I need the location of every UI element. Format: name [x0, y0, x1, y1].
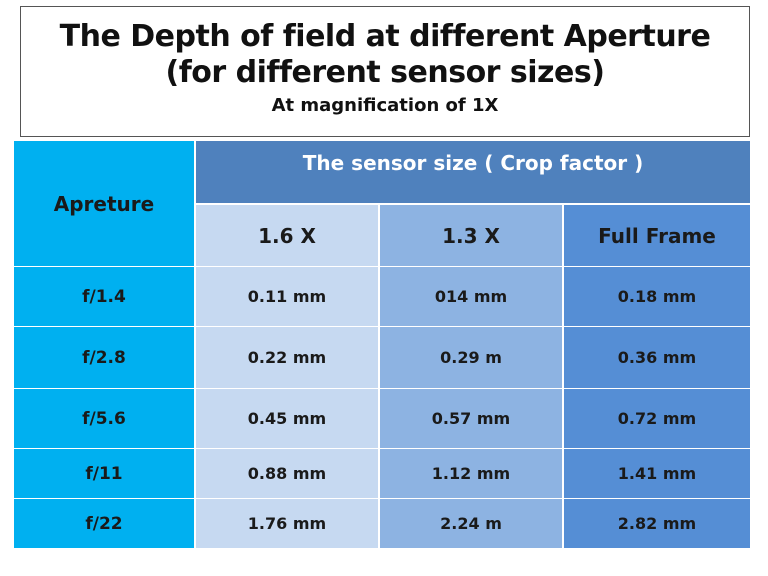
value-cell: 0.22 mm: [196, 326, 380, 388]
value-cell: 1.76 mm: [196, 498, 380, 548]
value-cell: 0.72 mm: [564, 388, 750, 448]
title-box: The Depth of field at different Aperture…: [20, 6, 750, 137]
value-cell: 0.29 m: [380, 326, 564, 388]
column-header-full-frame: Full Frame: [564, 205, 750, 266]
depth-of-field-table: Apreture The sensor size ( Crop factor )…: [14, 141, 750, 551]
value-cell: 0.88 mm: [196, 448, 380, 498]
value-cell: 1.41 mm: [564, 448, 750, 498]
aperture-cell: f/5.6: [14, 388, 196, 448]
aperture-column-header: Apreture: [14, 141, 196, 266]
value-cell: 014 mm: [380, 266, 564, 326]
value-cell: 0.57 mm: [380, 388, 564, 448]
value-cell: 2.82 mm: [564, 498, 750, 548]
aperture-cell: f/11: [14, 448, 196, 498]
value-cell: 2.24 m: [380, 498, 564, 548]
title-line-2: (for different sensor sizes): [165, 55, 605, 90]
column-header-1-6x: 1.6 X: [196, 205, 380, 266]
aperture-cell: f/2.8: [14, 326, 196, 388]
aperture-cell: f/22: [14, 498, 196, 548]
value-cell: 0.45 mm: [196, 388, 380, 448]
column-header-1-3x: 1.3 X: [380, 205, 564, 266]
aperture-cell: f/1.4: [14, 266, 196, 326]
value-cell: 1.12 mm: [380, 448, 564, 498]
value-cell: 0.18 mm: [564, 266, 750, 326]
sensor-size-header: The sensor size ( Crop factor ): [196, 141, 750, 205]
title-line-1: The Depth of field at different Aperture: [59, 19, 711, 54]
subtitle: At magnification of 1X: [271, 95, 499, 116]
value-cell: 0.11 mm: [196, 266, 380, 326]
value-cell: 0.36 mm: [564, 326, 750, 388]
